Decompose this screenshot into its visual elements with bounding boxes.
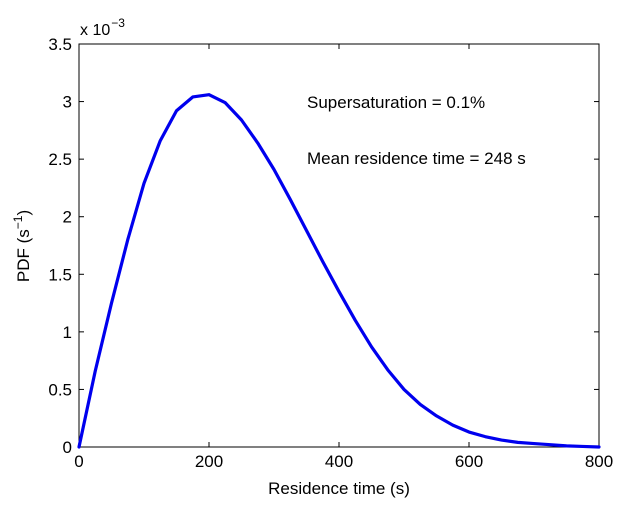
y-tick-label: 1: [63, 323, 72, 342]
x-tick-label: 600: [455, 452, 483, 471]
data-point: [517, 441, 519, 443]
y-axis-label-close: ): [14, 210, 33, 216]
data-point: [306, 230, 307, 232]
y-tick-label: 0.5: [48, 380, 72, 399]
data-point: [143, 182, 145, 184]
data-point: [289, 198, 291, 200]
data-point: [484, 436, 486, 438]
data-point: [322, 261, 324, 263]
data-point: [354, 319, 356, 321]
plot-area-frame: [78, 43, 600, 448]
data-point: [566, 445, 567, 447]
data-point: [94, 370, 96, 372]
data-point: [257, 142, 259, 144]
data-point: [387, 369, 389, 371]
y-axis-multiplier-base: x 10: [80, 22, 110, 39]
data-point: [273, 169, 275, 171]
data-point: [111, 302, 112, 304]
y-tick-label: 0: [63, 438, 72, 457]
data-point: [501, 439, 502, 441]
data-point: [338, 291, 340, 293]
y-axis-label-exponent: −1: [11, 215, 25, 229]
data-point: [371, 346, 372, 348]
x-tick-label: 200: [195, 452, 223, 471]
annotation-mean-residence-time: Mean residence time = 248 s: [307, 149, 526, 168]
data-point: [159, 140, 161, 142]
y-tick-label: 1.5: [48, 265, 72, 284]
x-tick-label: 0: [74, 452, 83, 471]
annotation-supersaturation: Supersaturation = 0.1%: [307, 93, 485, 112]
data-point: [533, 443, 535, 445]
y-tick-label: 2.5: [48, 150, 72, 169]
series-data-points: [78, 94, 600, 448]
data-point: [224, 102, 226, 104]
x-tick-label: 400: [325, 452, 353, 471]
data-point: [176, 110, 177, 112]
x-axis-label: Residence time (s): [268, 479, 410, 498]
y-tick-label: 3: [63, 93, 72, 112]
data-point: [241, 119, 242, 121]
data-point: [78, 446, 80, 448]
data-point: [419, 403, 421, 405]
y-tick-label: 3.5: [48, 35, 72, 54]
data-point: [549, 444, 551, 446]
x-tick-label: 800: [585, 452, 613, 471]
data-point: [468, 431, 470, 433]
y-axis-multiplier: x 10−3: [80, 16, 125, 39]
y-axis-label-main: PDF (s: [14, 229, 33, 282]
data-point: [598, 446, 600, 448]
data-point: [127, 239, 129, 241]
y-axis-multiplier-exponent: −3: [111, 16, 125, 30]
data-point: [452, 424, 454, 426]
x-axis-ticks: 0 200 400 600 800: [74, 44, 613, 471]
y-axis-label: PDF (s−1): [11, 210, 33, 282]
data-point: [403, 388, 405, 390]
data-point: [208, 94, 210, 96]
y-tick-label: 2: [63, 208, 72, 227]
data-point: [582, 445, 584, 447]
data-point: [192, 96, 194, 98]
data-point: [436, 415, 437, 417]
